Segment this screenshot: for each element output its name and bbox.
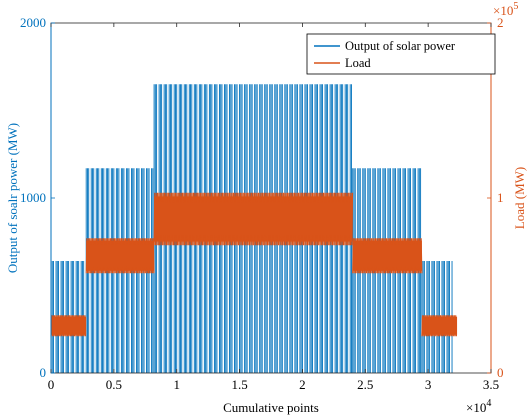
y-right-tick-label: 0 [497, 365, 504, 380]
x-tick-label: 2 [299, 377, 306, 392]
legend-entry-solar: Output of solar power [345, 39, 456, 53]
series-load-segment [352, 238, 423, 274]
y-right-axis-exponent: ×105 [493, 1, 518, 18]
x-tick-label: 3 [425, 377, 432, 392]
series-load-line [50, 315, 87, 337]
x-axis-exponent-power: 4 [486, 398, 491, 409]
x-tick-label: 1 [173, 377, 180, 392]
x-tick-label: 0 [48, 377, 55, 392]
y-left-tick-label: 2000 [20, 15, 46, 30]
x-tick-label: 1.5 [231, 377, 247, 392]
series-load-segment [153, 192, 354, 246]
series-load-line [153, 192, 354, 246]
x-axis-exponent-base: ×10 [466, 400, 486, 415]
x-axis-label: Cumulative points [223, 400, 319, 415]
plot-area [50, 84, 458, 373]
series-load-segment [85, 238, 155, 274]
y-left-tick-label: 1000 [20, 190, 46, 205]
y-right-axis-exponent-power: 5 [513, 1, 518, 12]
legend: Output of solar power Load [306, 33, 496, 75]
series-load-line [352, 238, 423, 274]
series-load-line [85, 238, 155, 274]
x-tick-label: 3.5 [483, 377, 499, 392]
series-load-segment [421, 315, 458, 337]
y-right-tick-label: 1 [497, 190, 504, 205]
series-load-segment [50, 315, 87, 337]
legend-box [306, 33, 496, 75]
y-right-tick-label: 2 [497, 15, 504, 30]
x-axis-exponent: ×104 [466, 398, 491, 415]
x-tick-label: 2.5 [357, 377, 373, 392]
legend-entry-load: Load [345, 56, 371, 70]
y-right-axis-exponent-base: ×10 [493, 3, 513, 18]
y-left-tick-label: 0 [40, 365, 47, 380]
y-right-axis-label: Load (MW) [512, 167, 527, 229]
x-tick-label: 0.5 [106, 377, 122, 392]
series-load-line [421, 315, 457, 337]
y-left-axis-label: Output of soalr power (MW) [5, 123, 20, 273]
